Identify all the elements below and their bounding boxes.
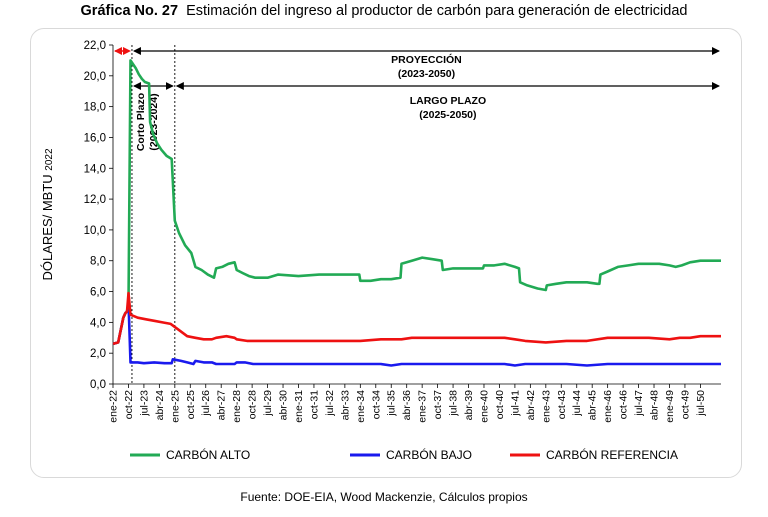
x-tick-label: jul-44 — [571, 390, 583, 417]
x-tick-label: ene-22 — [108, 390, 120, 423]
x-tick-label: abr-39 — [463, 390, 475, 421]
x-tick-label: abr-48 — [649, 390, 661, 421]
x-tick-label: jul-35 — [386, 390, 398, 417]
y-tick-label: 4,0 — [90, 317, 106, 329]
legend-label-carbon-referencia: CARBÓN REFERENCIA — [546, 447, 678, 462]
y-tick-label: 6,0 — [90, 287, 106, 299]
x-tick-label: abr-27 — [216, 390, 228, 421]
x-tick-label: jul-50 — [695, 390, 707, 417]
x-tick-label: ene-37 — [417, 390, 429, 423]
x-tick-label: oct-43 — [556, 390, 568, 419]
source-note: Fuente: DOE-EIA, Wood Mackenzie, Cálculo… — [240, 490, 528, 504]
y-tick-label: 20,0 — [84, 71, 106, 83]
x-tick-label: ene-43 — [540, 390, 552, 423]
x-tick-label: ene-28 — [231, 390, 243, 423]
x-tick-label: jul-29 — [262, 390, 274, 417]
x-tick-label: ene-49 — [664, 390, 676, 423]
figure-label: Gráfica No. 27 — [80, 3, 179, 19]
figure-title: Estimación del ingreso al productor de c… — [186, 3, 688, 19]
y-tick-label: 10,0 — [84, 225, 106, 237]
projection-range-label: (2023-2050) — [398, 68, 455, 80]
x-tick-label: jul-32 — [324, 390, 336, 417]
x-tick-label: abr-45 — [587, 390, 599, 421]
projection-label: PROYECCIÓN — [391, 53, 462, 66]
x-tick-label: jul-38 — [448, 390, 460, 417]
series-line-carbon-bajo — [112, 301, 721, 367]
x-tick-label: oct-46 — [618, 390, 630, 419]
x-tick-label: abr-30 — [278, 390, 290, 421]
y-tick-label: 18,0 — [84, 102, 106, 114]
x-tick-label: abr-42 — [525, 390, 537, 421]
x-tick-label: oct-28 — [247, 390, 259, 419]
x-tick-label: oct-31 — [308, 390, 320, 419]
y-tick-label: 12,0 — [84, 194, 106, 206]
legend-label-carbon-alto: CARBÓN ALTO — [166, 447, 250, 462]
series-line-carbon-alto — [112, 59, 721, 346]
series-line-carbon-referencia — [112, 291, 721, 346]
x-tick-label: jul-47 — [633, 390, 645, 417]
x-tick-label: oct-49 — [679, 390, 691, 419]
x-tick-label: oct-40 — [494, 390, 506, 419]
chart-frame — [30, 28, 742, 478]
x-tick-label: ene-46 — [602, 390, 614, 423]
y-axis-label: DÓLARES/ MBTU 2022 — [40, 148, 55, 280]
y-tick-label: 2,0 — [90, 348, 106, 360]
x-tick-label: oct-37 — [432, 390, 444, 419]
y-tick-label: 8,0 — [90, 256, 106, 268]
short-term-label: Corto Plazo — [135, 93, 147, 151]
chart-title: Gráfica No. 27 Estimación del ingreso al… — [0, 0, 768, 22]
x-tick-label: jul-26 — [200, 390, 212, 417]
y-tick-label: 0,0 — [90, 379, 106, 391]
x-tick-label: abr-36 — [401, 390, 413, 421]
long-term-range-label: (2025-2050) — [419, 109, 476, 121]
x-tick-label: ene-40 — [478, 390, 490, 423]
x-tick-label: oct-34 — [370, 390, 382, 419]
x-tick-label: abr-24 — [154, 390, 166, 421]
long-term-label: LARGO PLAZO — [410, 95, 486, 107]
x-tick-label: jul-23 — [138, 390, 150, 417]
x-tick-label: abr-33 — [339, 390, 351, 421]
x-tick-label: jul-41 — [509, 390, 521, 417]
x-tick-label: ene-31 — [293, 390, 305, 423]
x-tick-label: ene-34 — [355, 390, 367, 423]
x-tick-label: ene-25 — [169, 390, 181, 423]
x-tick-label: oct-22 — [123, 390, 135, 419]
y-axis-label-main: DÓLARES/ MBTU — [40, 171, 55, 281]
y-tick-label: 14,0 — [84, 163, 106, 175]
y-tick-label: 16,0 — [84, 132, 106, 144]
y-axis-label-sub: 2022 — [44, 148, 55, 171]
legend-label-carbon-bajo: CARBÓN BAJO — [386, 447, 472, 462]
x-tick-label: oct-25 — [185, 390, 197, 419]
y-tick-label: 22,0 — [84, 40, 106, 52]
